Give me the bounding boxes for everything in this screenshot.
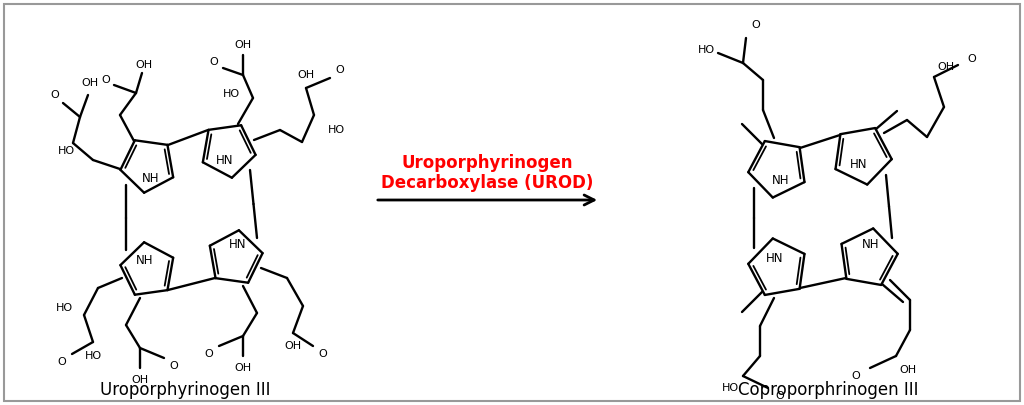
Text: O: O	[101, 75, 111, 85]
Text: OH: OH	[135, 60, 153, 70]
Text: HO: HO	[56, 303, 73, 313]
Text: HO: HO	[84, 351, 101, 361]
Text: NH: NH	[142, 171, 160, 185]
Text: Uroporphyrinogen: Uroporphyrinogen	[401, 154, 572, 172]
Text: O: O	[968, 54, 976, 64]
Text: O: O	[752, 20, 761, 30]
Text: HO: HO	[328, 125, 345, 135]
Text: Coproporphrinogen III: Coproporphrinogen III	[737, 381, 919, 399]
Text: OH: OH	[285, 341, 301, 351]
Text: O: O	[318, 349, 328, 359]
Text: NH: NH	[136, 254, 154, 266]
Text: O: O	[210, 57, 218, 67]
Text: OH: OH	[131, 375, 148, 385]
Text: O: O	[775, 391, 784, 401]
Text: HO: HO	[722, 383, 738, 393]
Text: OH: OH	[899, 365, 916, 375]
Text: O: O	[205, 349, 213, 359]
Text: O: O	[852, 371, 860, 381]
Text: O: O	[57, 357, 67, 367]
Text: O: O	[170, 361, 178, 371]
Text: OH: OH	[297, 70, 314, 80]
Text: HO: HO	[57, 146, 75, 156]
Text: HN: HN	[216, 153, 233, 166]
Text: HO: HO	[697, 45, 715, 55]
Text: OH: OH	[234, 40, 252, 50]
FancyBboxPatch shape	[4, 4, 1020, 401]
Text: OH: OH	[234, 363, 252, 373]
Text: OH: OH	[82, 78, 98, 88]
Text: HN: HN	[766, 252, 783, 264]
Text: NH: NH	[862, 239, 880, 252]
Text: O: O	[50, 90, 59, 100]
Text: HN: HN	[229, 239, 247, 252]
Text: HN: HN	[850, 158, 867, 171]
Text: NH: NH	[772, 175, 790, 188]
Text: O: O	[336, 65, 344, 75]
Text: HO: HO	[223, 89, 240, 99]
Text: Decarboxylase (UROD): Decarboxylase (UROD)	[381, 174, 593, 192]
Text: Uroporphyrinogen III: Uroporphyrinogen III	[99, 381, 270, 399]
Text: OH: OH	[937, 62, 954, 72]
